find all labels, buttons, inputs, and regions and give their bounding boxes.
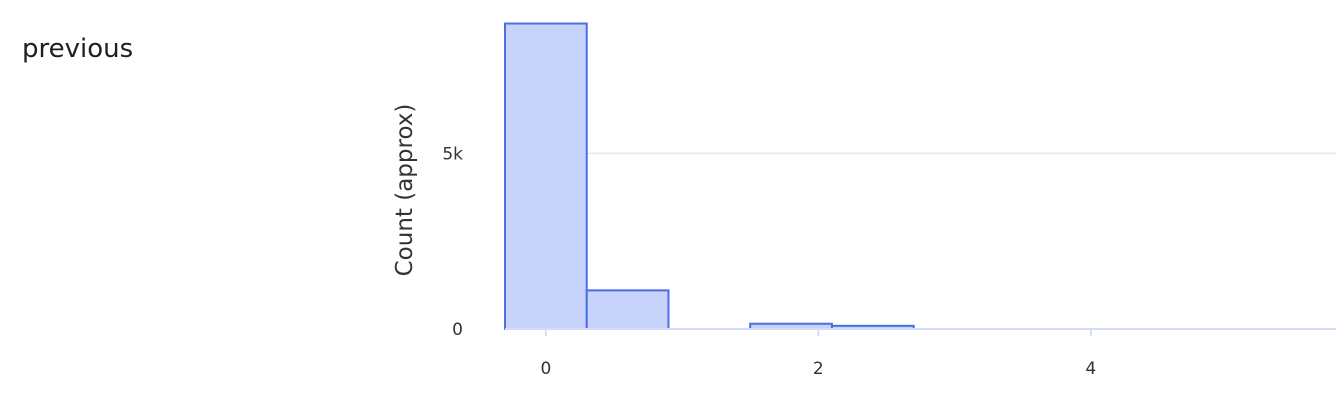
histogram-bar (504, 22, 588, 331)
x-tick-label: 0 (540, 359, 551, 379)
y-axis-title: Count (approx) (392, 104, 418, 277)
field-name-label: previous (22, 34, 134, 64)
y-tick-label: 0 (452, 320, 463, 340)
y-tick-label: 5k (442, 144, 463, 164)
x-axis-ticks: 0 2 4 (540, 329, 1096, 379)
histogram-bar (585, 289, 670, 330)
histogram-bars (504, 22, 915, 331)
x-tick-label: 2 (813, 359, 824, 379)
x-tick-label: 4 (1085, 359, 1096, 379)
y-axis-ticks: 0 5k (442, 144, 463, 340)
